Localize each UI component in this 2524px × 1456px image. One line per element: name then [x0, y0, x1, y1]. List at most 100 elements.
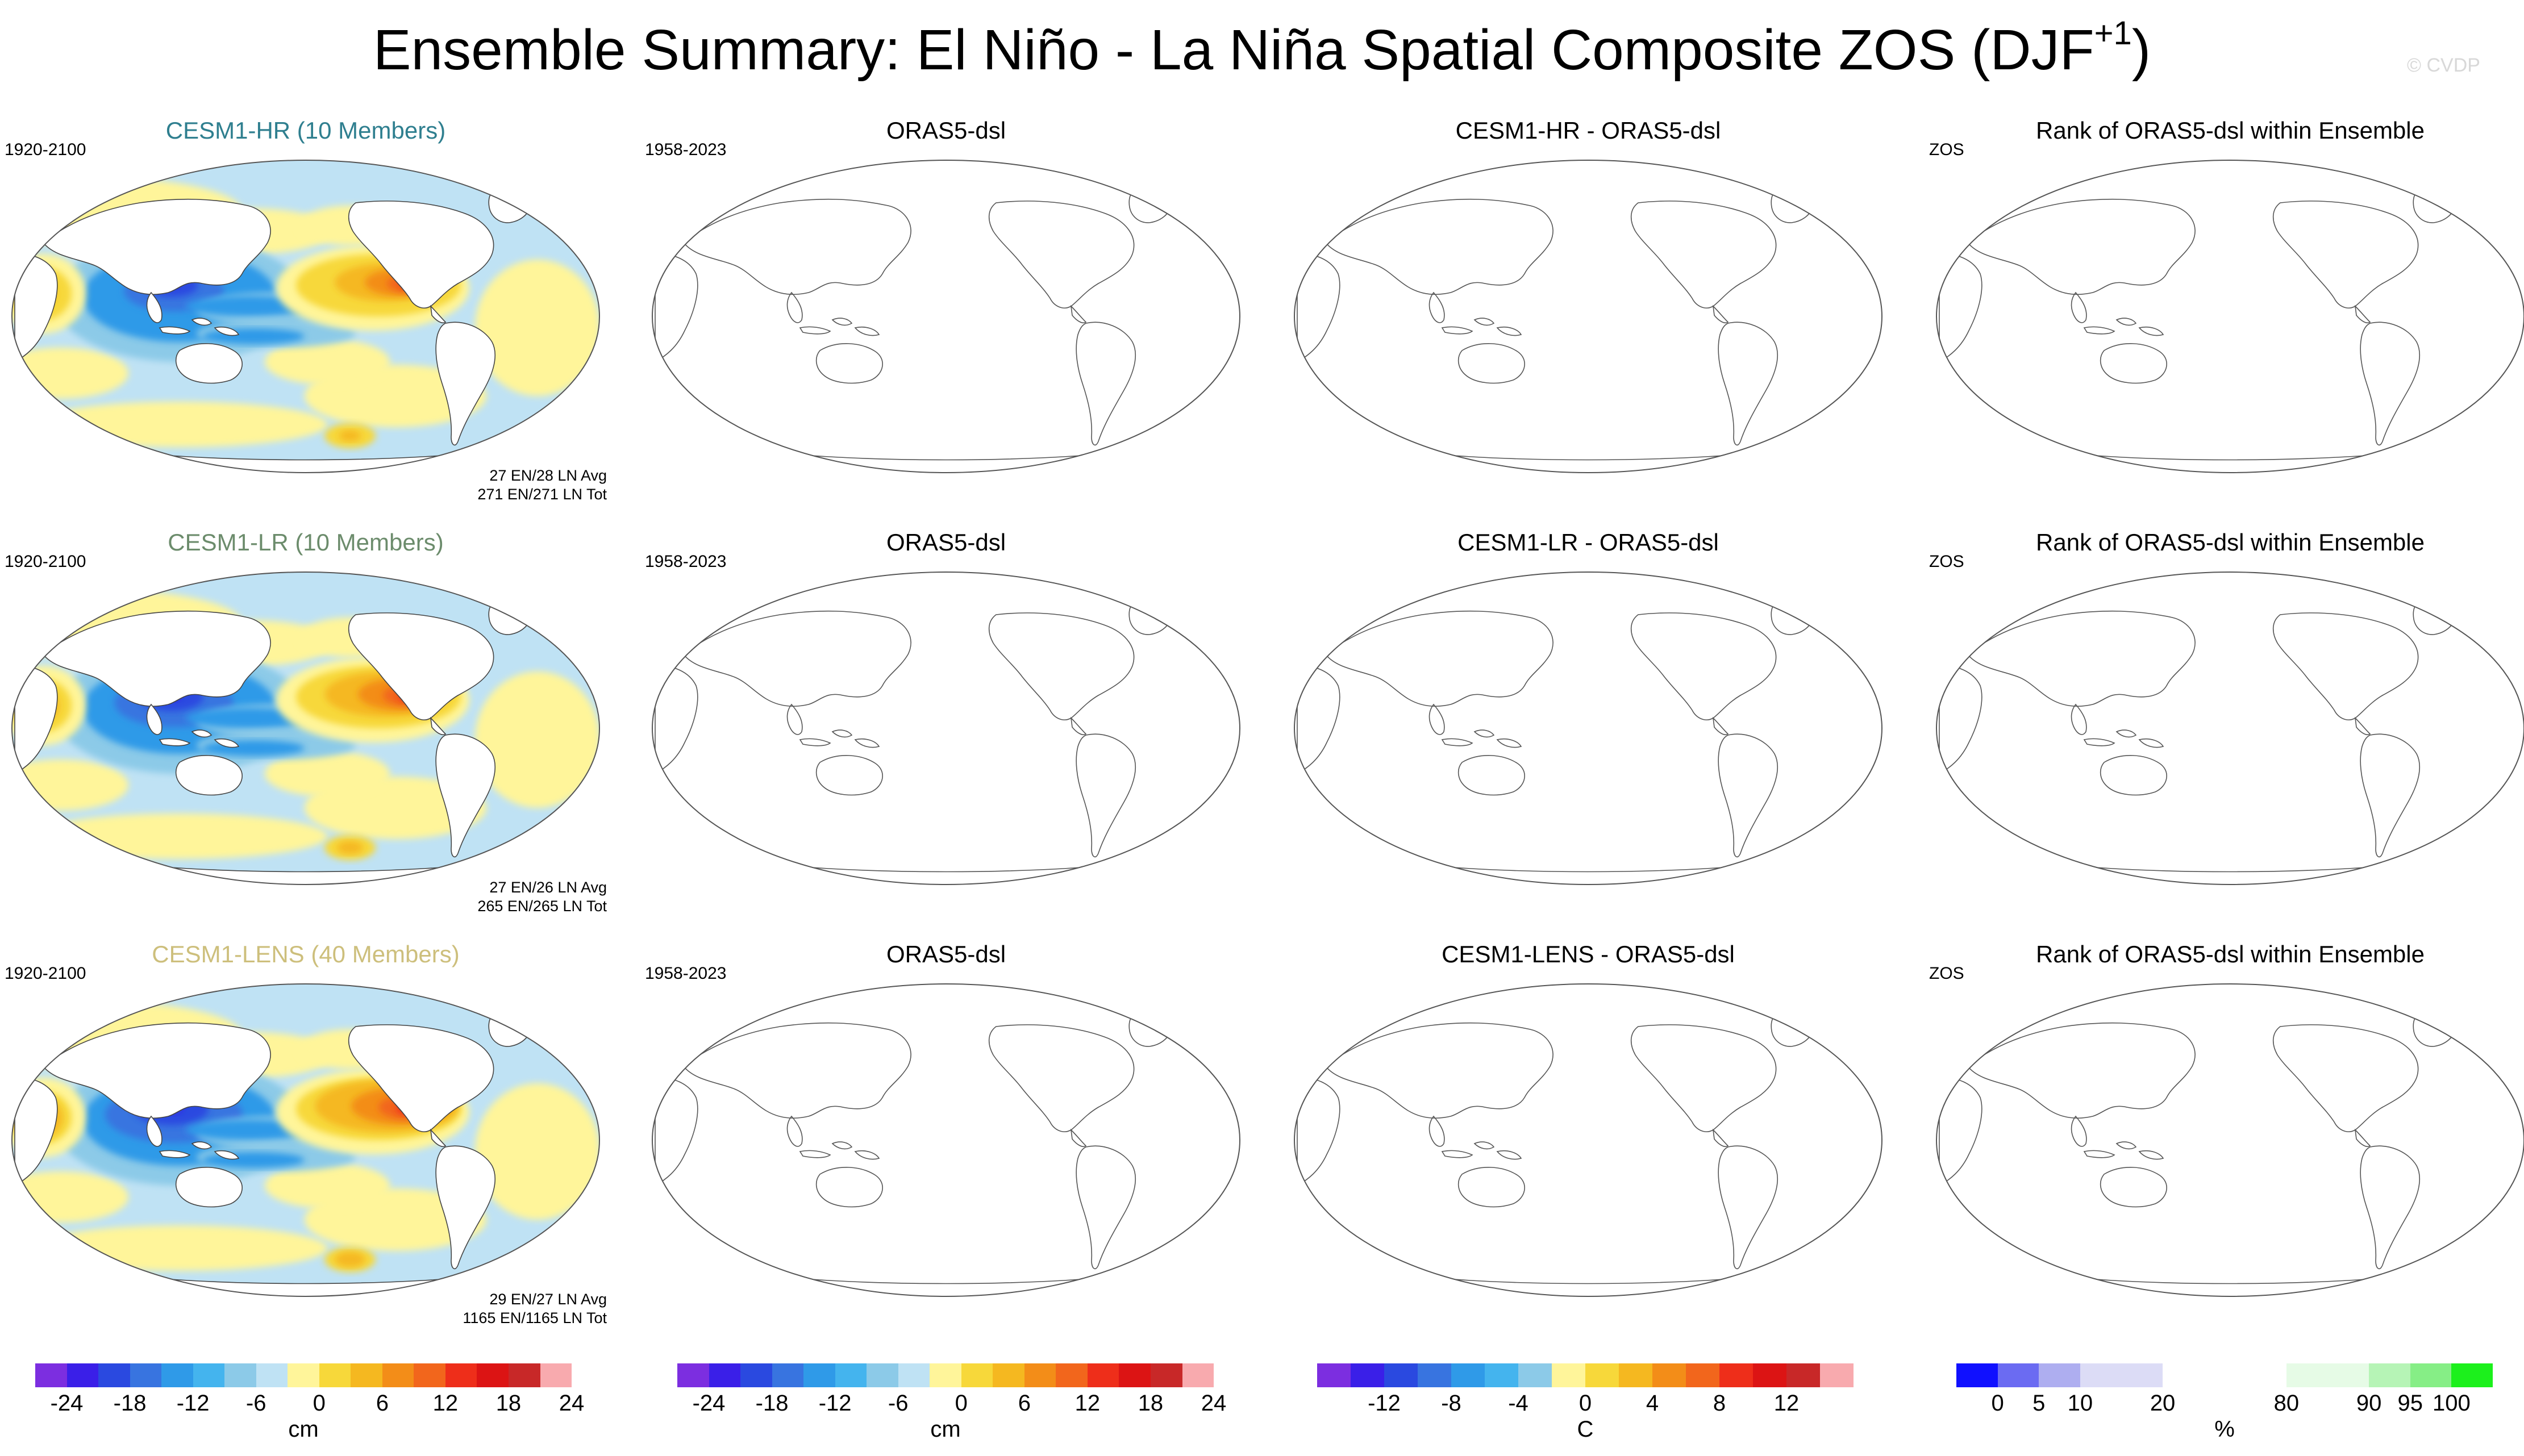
anomaly-contour [475, 1083, 599, 1220]
panel-period: 1920-2100 [5, 964, 86, 983]
colorbar-tick-label: 90 [2356, 1391, 2382, 1416]
map-border [652, 983, 1240, 1297]
colorbar-swatch [2369, 1363, 2410, 1387]
colorbar-swatch [1418, 1363, 1451, 1387]
coastline [1939, 602, 2456, 885]
colorbar-swatch [1119, 1363, 1151, 1387]
map-panel-model: CESM1-LENS (40 Members) 1920-2100 29 EN/27… [5, 940, 607, 1338]
event-count-stats: 27 EN/28 LN Avg 271 EN/271 LN Tot [477, 466, 607, 504]
watermark: © CVDP [2407, 55, 2480, 76]
colorbar-swatch [319, 1363, 351, 1387]
world-map [652, 571, 1240, 885]
map-border [1936, 983, 2524, 1297]
world-map [1936, 983, 2524, 1297]
colorbar-swatch [414, 1363, 445, 1387]
coastline [1297, 602, 1814, 885]
colorbar-swatch [1518, 1363, 1552, 1387]
anomaly-contour [32, 813, 327, 859]
panel-variable-label: ZOS [1929, 140, 1964, 159]
colorbar-swatch [130, 1363, 162, 1387]
colorbar-swatch [351, 1363, 382, 1387]
colorbar-swatch [35, 1363, 67, 1387]
panel-title: Rank of ORAS5-dsl within Ensemble [2036, 941, 2425, 967]
colorbar-ticks: -24 -18 -12 -6 0 6 12 18 24 [35, 1387, 585, 1418]
world-map [1294, 983, 1882, 1297]
colorbar-swatch [2245, 1363, 2286, 1387]
event-count-avg: 27 EN/26 LN Avg [489, 879, 607, 896]
panel-title: Rank of ORAS5-dsl within Ensemble [2036, 117, 2425, 144]
anomaly-contour [335, 1251, 365, 1267]
colorbar-swatch [1485, 1363, 1518, 1387]
world-map [652, 983, 1240, 1297]
world-map [1294, 571, 1882, 885]
colorbar-swatch [1552, 1363, 1585, 1387]
panel-title: CESM1-LENS (40 Members) [152, 941, 460, 967]
world-map [11, 983, 600, 1297]
colorbar-tick-label: -18 [755, 1391, 789, 1416]
colorbar-swatch [98, 1363, 130, 1387]
event-count-total: 1165 EN/1165 LN Tot [463, 1309, 607, 1326]
colorbar-swatch [1956, 1363, 1998, 1387]
colorbar-tick-label: 24 [1201, 1391, 1227, 1416]
colorbar-swatch [2080, 1363, 2122, 1387]
map-panel-rank: Rank of ORAS5-dsl within Ensemble ZOS [1929, 528, 2524, 926]
colorbar-tick-label: 0 [955, 1391, 968, 1416]
colorbar-swatch [1786, 1363, 1820, 1387]
colorbar-swatch [1451, 1363, 1485, 1387]
coastline [655, 602, 1172, 885]
colorbar-swatch [1619, 1363, 1652, 1387]
colorbar-swatch [677, 1363, 709, 1387]
colorbar-swatch [1150, 1363, 1182, 1387]
panel-title: CESM1-HR (10 Members) [165, 117, 446, 144]
colorbar-tick-label: 12 [1773, 1391, 1800, 1416]
colorbar-tick-label: 10 [2067, 1391, 2093, 1416]
map-border [1936, 160, 2524, 473]
zos-anomaly-field [12, 160, 599, 473]
colorbar-tick-label: -12 [176, 1391, 210, 1416]
colorbar: 0 5 10 20 80 90 95 100% [1956, 1363, 2493, 1442]
map-border [652, 571, 1240, 885]
map-panel-obs: ORAS5-dsl 1958-2023 [645, 940, 1247, 1338]
colorbar-tick-label: -8 [1441, 1391, 1461, 1416]
colorbar-tick-label: 24 [559, 1391, 585, 1416]
colorbar-swatch [1585, 1363, 1619, 1387]
colorbar-tick-label: 95 [2397, 1391, 2423, 1416]
map-border [11, 983, 600, 1297]
colorbar-swatch [1384, 1363, 1418, 1387]
map-panel-obs: ORAS5-dsl 1958-2023 [645, 116, 1247, 514]
colorbar-swatch [193, 1363, 225, 1387]
colorbar-unit: cm [930, 1417, 961, 1442]
colorbar-tick-label: 6 [1018, 1391, 1031, 1416]
colorbar-tick-label: 6 [376, 1391, 389, 1416]
colorbar-unit: cm [288, 1417, 319, 1442]
anomaly-contour [475, 671, 599, 808]
colorbar-unit: C [1577, 1417, 1594, 1442]
colorbar-swatch [508, 1363, 540, 1387]
coastline [655, 190, 1172, 473]
colorbar-tick-label: -6 [245, 1391, 266, 1416]
figure-title: Ensemble Summary: El Niño - La Niña Spat… [373, 15, 2151, 82]
colorbar-swatch [1087, 1363, 1119, 1387]
colorbar-swatch [382, 1363, 414, 1387]
colorbar-swatch [2204, 1363, 2246, 1387]
zos-anomaly-field [12, 572, 599, 885]
map-panel-rank: Rank of ORAS5-dsl within Ensemble ZOS [1929, 116, 2524, 514]
colorbar-swatch [2121, 1363, 2163, 1387]
panel-period: 1920-2100 [5, 552, 86, 571]
map-panel-rank: Rank of ORAS5-dsl within Ensemble ZOS [1929, 940, 2524, 1338]
anomaly-contour [265, 751, 390, 796]
anomaly-contour [337, 841, 363, 854]
colorbar-swatch [898, 1363, 930, 1387]
colorbar-swatch [1820, 1363, 1854, 1387]
anomaly-contour [475, 260, 599, 396]
colorbar-tick-label: 18 [1138, 1391, 1164, 1416]
panel-period: 1920-2100 [5, 140, 86, 159]
map-border [11, 571, 600, 885]
world-map [11, 160, 600, 473]
colorbar-swatches [677, 1363, 1214, 1387]
colorbar-swatch [1652, 1363, 1686, 1387]
event-count-stats: 27 EN/26 LN Avg 265 EN/265 LN Tot [477, 878, 607, 916]
colorbar-swatch [835, 1363, 867, 1387]
colorbar: -24 -18 -12 -6 0 6 12 18 24 cm [677, 1363, 1226, 1442]
colorbar-swatch [2410, 1363, 2452, 1387]
